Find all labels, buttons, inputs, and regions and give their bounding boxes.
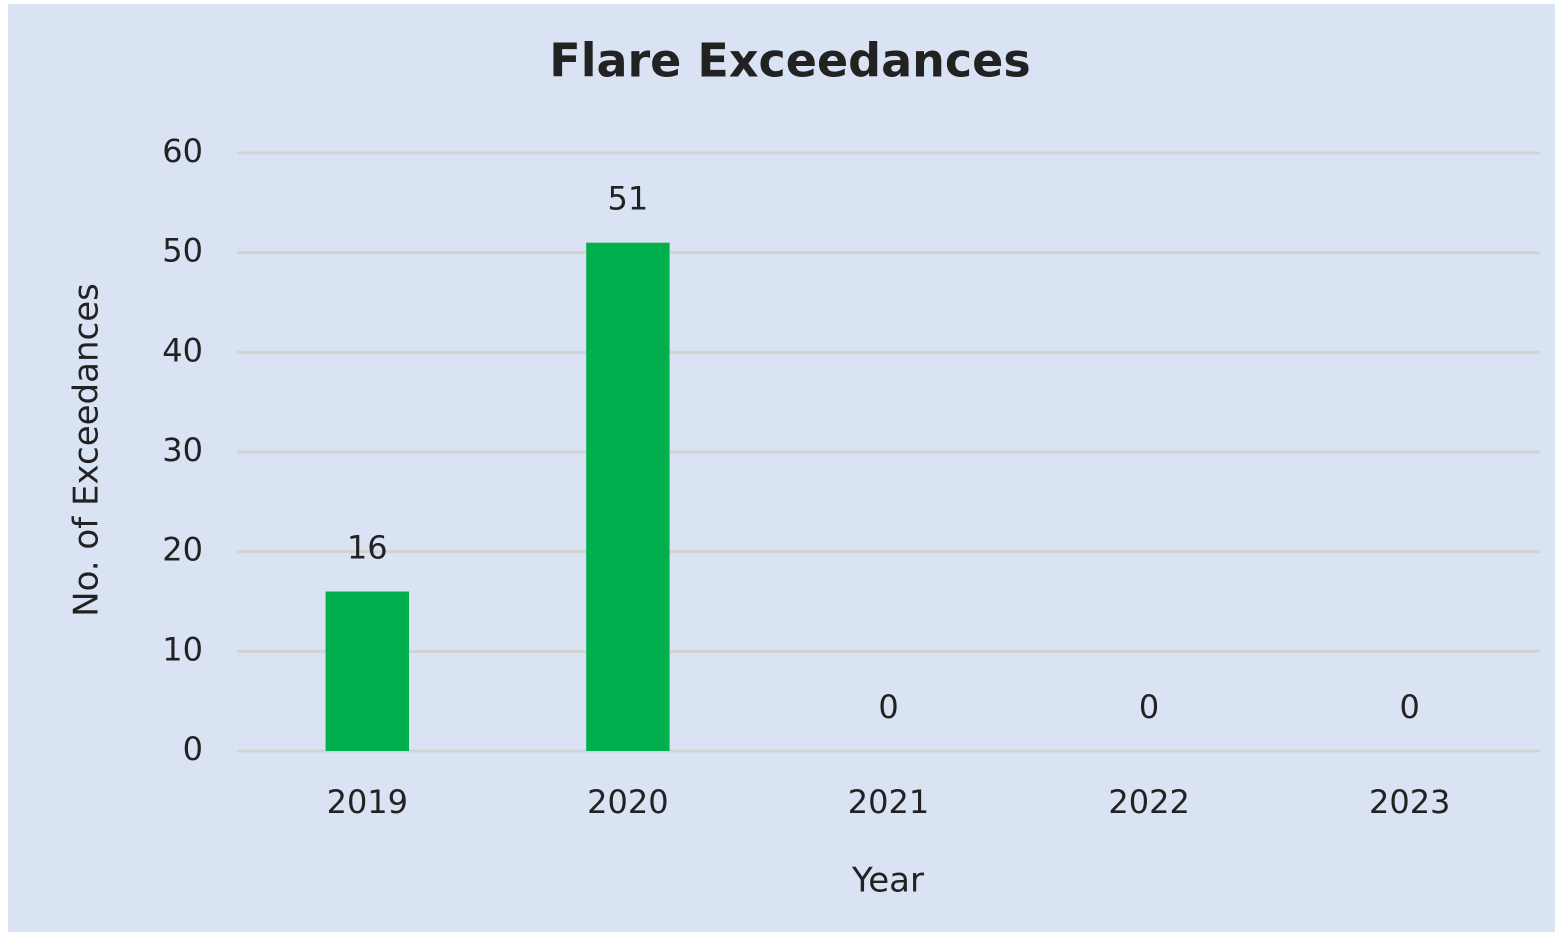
y-tick-label: 40 — [162, 331, 203, 369]
x-tick-label: 2022 — [1108, 783, 1189, 821]
chart-title: Flare Exceedances — [549, 34, 1030, 88]
y-tick-label: 10 — [162, 630, 203, 668]
bar — [586, 242, 670, 751]
x-tick-label: 2020 — [587, 783, 668, 821]
x-tick-label: 2021 — [848, 783, 929, 821]
y-axis-label: No. of Exceedances — [67, 283, 107, 617]
data-label: 0 — [1139, 688, 1159, 726]
y-tick-label: 60 — [162, 132, 203, 170]
y-tick-label: 20 — [162, 531, 203, 569]
x-tick-label: 2019 — [327, 783, 408, 821]
data-label: 0 — [1400, 688, 1420, 726]
bar — [325, 591, 409, 751]
data-label: 0 — [878, 688, 898, 726]
y-tick-label: 30 — [162, 431, 203, 469]
x-axis-label: Year — [851, 861, 924, 901]
data-label: 51 — [608, 180, 649, 218]
chart-background — [8, 4, 1555, 932]
y-tick-label: 50 — [162, 232, 203, 270]
x-tick-label: 2023 — [1369, 783, 1450, 821]
y-tick-label: 0 — [183, 730, 203, 768]
data-label: 16 — [347, 529, 388, 567]
